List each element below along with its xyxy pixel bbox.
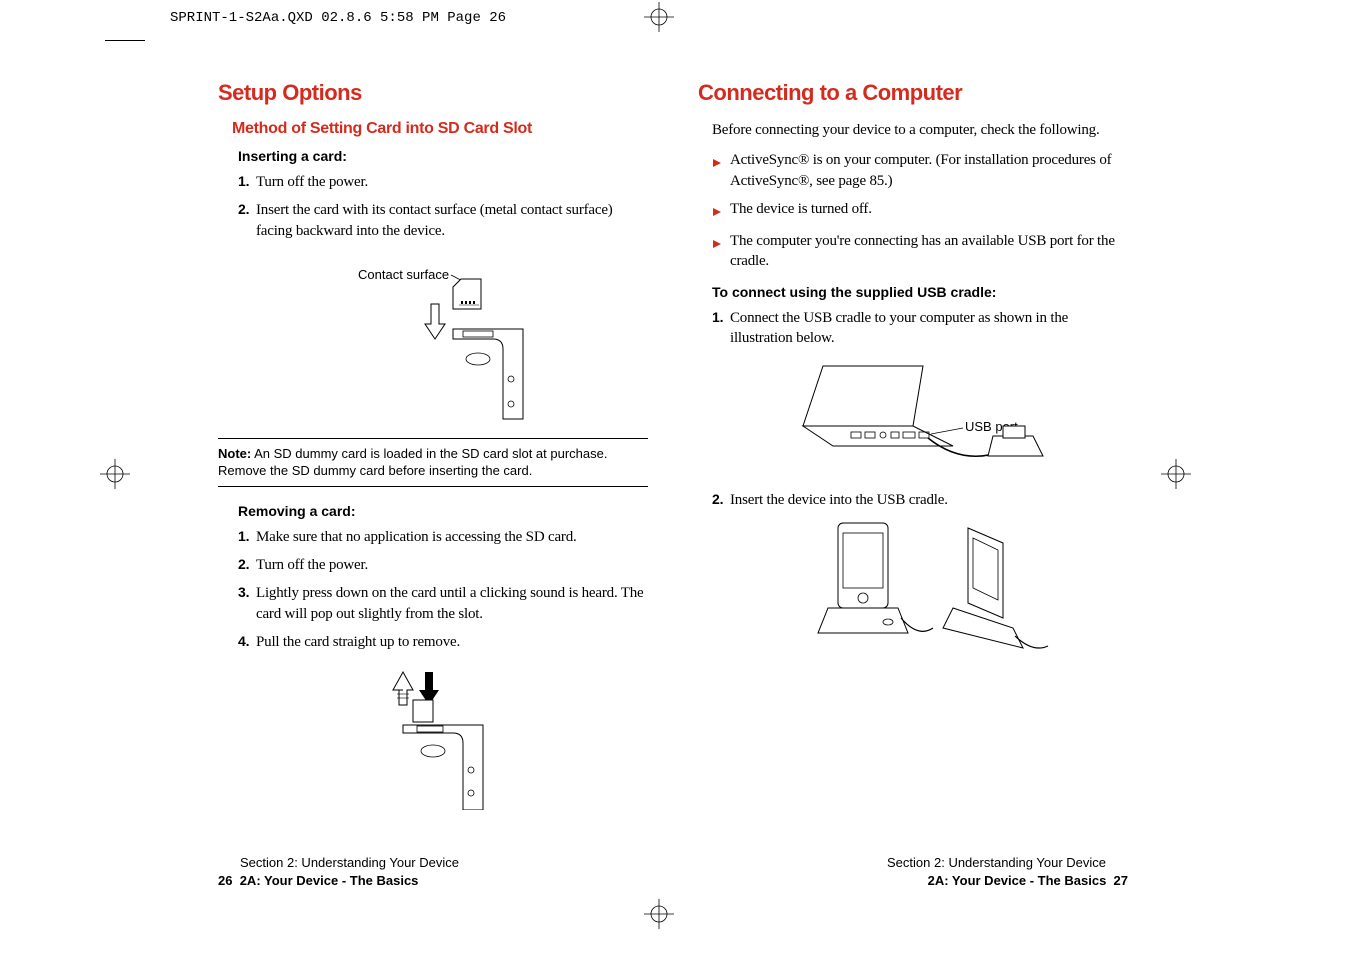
callout-contact-surface: Contact surface <box>358 267 449 282</box>
bullet-item: The device is turned off. <box>712 199 1128 223</box>
footer-section: Section 2: Understanding Your Device <box>218 854 459 872</box>
step-text: Connect the USB cradle to your computer … <box>730 308 1128 349</box>
step-text: Insert the device into the USB cradle. <box>730 490 948 510</box>
step-text: Insert the card with its contact surface… <box>256 200 648 241</box>
page-number: 26 <box>218 873 232 888</box>
left-page: Setup Options Method of Setting Card int… <box>218 80 648 890</box>
step-item: 1. Connect the USB cradle to your comput… <box>712 308 1128 349</box>
step-item: 3. Lightly press down on the card until … <box>238 583 648 624</box>
illustration-usb-cradle: USB port <box>763 356 1063 476</box>
illustration-insert-device <box>763 518 1063 658</box>
illustration-remove-card <box>353 660 513 810</box>
step-item: 2. Turn off the power. <box>238 555 648 575</box>
page-footer-right: Section 2: Understanding Your Device 2A:… <box>887 854 1128 890</box>
step-item: 1. Make sure that no application is acce… <box>238 527 648 547</box>
page-number: 27 <box>1114 873 1128 888</box>
heading-connect-cradle: To connect using the supplied USB cradle… <box>712 284 1128 300</box>
step-number: 4. <box>238 632 256 652</box>
step-text: Pull the card straight up to remove. <box>256 632 460 652</box>
right-page: Connecting to a Computer Before connecti… <box>698 80 1128 890</box>
step-number: 1. <box>238 172 256 192</box>
footer-section: Section 2: Understanding Your Device <box>887 854 1128 872</box>
triangle-bullet-icon <box>712 150 730 191</box>
step-number: 1. <box>238 527 256 547</box>
triangle-bullet-icon <box>712 199 730 223</box>
bullet-text: The computer you're connecting has an av… <box>730 231 1128 272</box>
footer-subsection: 2A: Your Device - The Basics <box>928 873 1107 888</box>
step-number: 1. <box>712 308 730 349</box>
footer-subsection: 2A: Your Device - The Basics <box>240 873 419 888</box>
bullet-text: The device is turned off. <box>730 199 872 223</box>
step-number: 2. <box>238 555 256 575</box>
step-number: 3. <box>238 583 256 624</box>
heading-connecting: Connecting to a Computer <box>698 80 1128 106</box>
step-text: Turn off the power. <box>256 172 368 192</box>
heading-setup-options: Setup Options <box>218 80 648 106</box>
illustration-insert-card: Contact surface <box>313 249 553 424</box>
registration-mark-left <box>100 459 130 489</box>
note-label: Note: <box>218 446 251 461</box>
note-box: Note: An SD dummy card is loaded in the … <box>218 438 648 487</box>
bullet-item: ActiveSync® is on your computer. (For in… <box>712 150 1128 191</box>
step-number: 2. <box>238 200 256 241</box>
heading-method: Method of Setting Card into SD Card Slot <box>232 120 648 138</box>
registration-mark-bottom <box>644 899 674 929</box>
step-text: Turn off the power. <box>256 555 368 575</box>
triangle-bullet-icon <box>712 231 730 272</box>
step-item: 2. Insert the device into the USB cradle… <box>712 490 1128 510</box>
bullet-text: ActiveSync® is on your computer. (For in… <box>730 150 1128 191</box>
intro-text: Before connecting your device to a compu… <box>712 120 1128 140</box>
step-text: Lightly press down on the card until a c… <box>256 583 648 624</box>
step-item: 4. Pull the card straight up to remove. <box>238 632 648 652</box>
bullet-item: The computer you're connecting has an av… <box>712 231 1128 272</box>
crop-mark <box>105 40 145 41</box>
heading-inserting: Inserting a card: <box>238 148 648 164</box>
step-number: 2. <box>712 490 730 510</box>
step-text: Make sure that no application is accessi… <box>256 527 577 547</box>
note-text: An SD dummy card is loaded in the SD car… <box>218 446 607 479</box>
registration-mark-top <box>644 2 674 32</box>
page-footer-left: Section 2: Understanding Your Device 26 … <box>218 854 459 890</box>
registration-mark-right <box>1161 459 1191 489</box>
step-item: 2. Insert the card with its contact surf… <box>238 200 648 241</box>
step-item: 1. Turn off the power. <box>238 172 648 192</box>
prepress-header: SPRINT-1-S2Aa.QXD 02.8.6 5:58 PM Page 26 <box>170 10 506 26</box>
heading-removing: Removing a card: <box>238 503 648 519</box>
